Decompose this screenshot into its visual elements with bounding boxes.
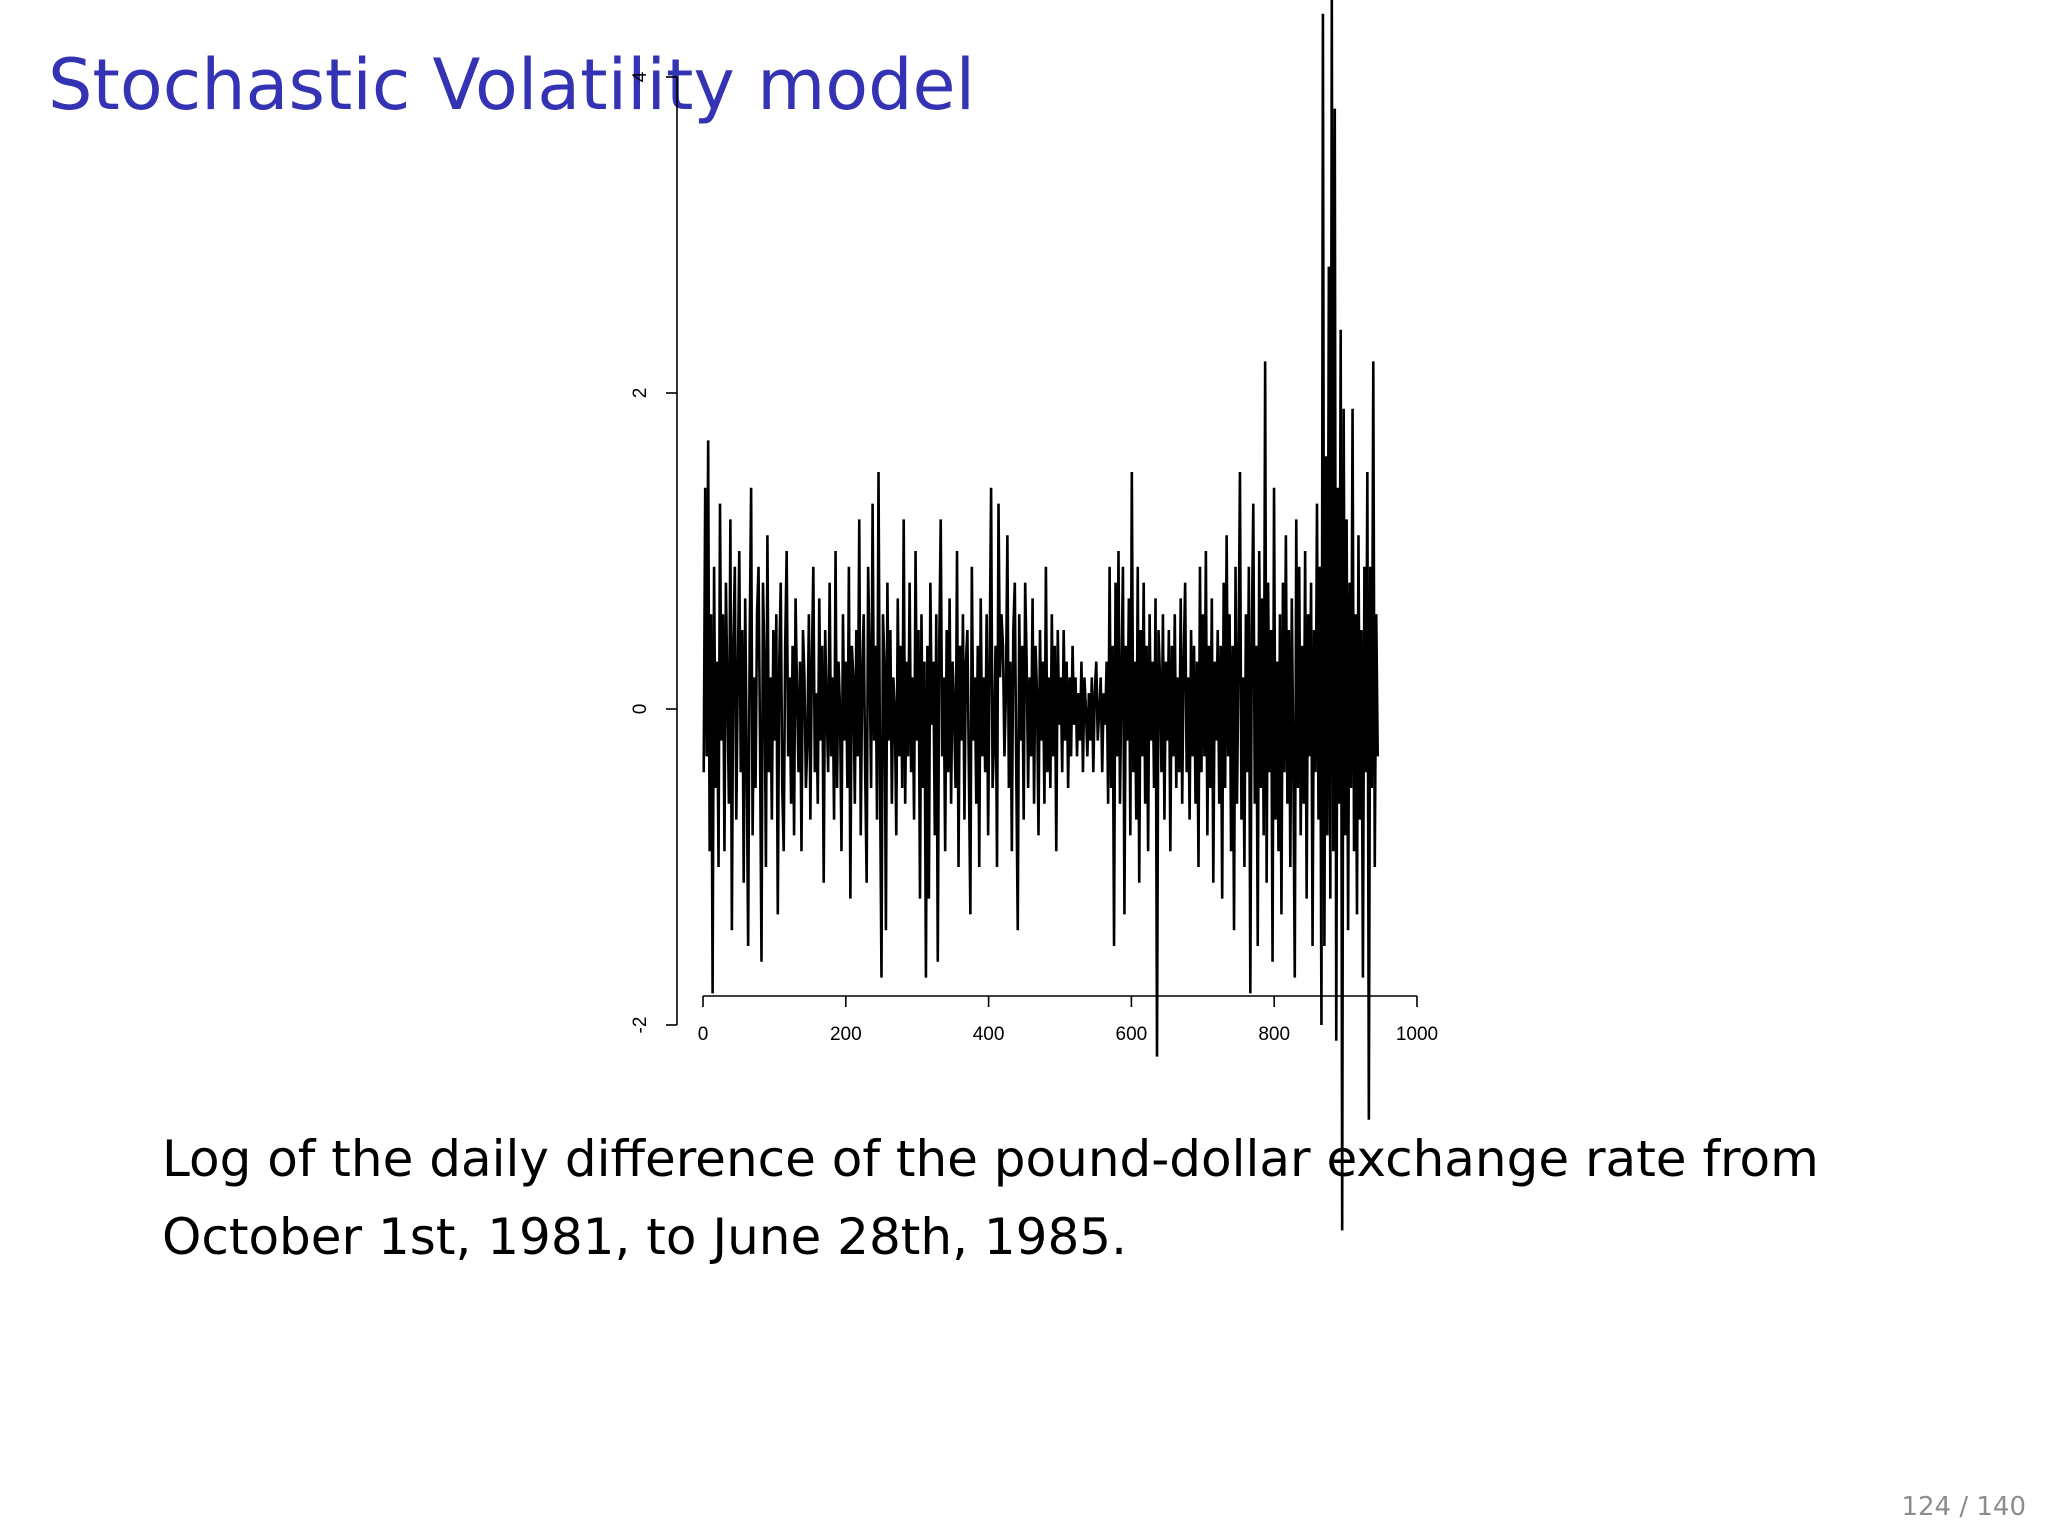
slide-title: Stochastic Volatility model (48, 44, 976, 126)
x-tick-label: 0 (698, 1024, 709, 1045)
plot-series (702, 0, 1380, 1231)
x-tick-label: 200 (830, 1024, 862, 1045)
x-tick-label: 800 (1258, 1024, 1290, 1045)
slide-caption: Log of the daily difference of the pound… (162, 1130, 1819, 1266)
y-tick-label: 0 (630, 704, 651, 715)
x-tick-label: 600 (1116, 1024, 1148, 1045)
series-line-0 (702, 0, 1380, 1231)
y-tick-label: -2 (630, 1017, 651, 1034)
x-tick-label: 400 (973, 1024, 1005, 1045)
y-axis: -2 0 2 4 (630, 71, 678, 1034)
x-axis: 0 200 400 600 800 1000 (698, 995, 1438, 1045)
x-tick-label: 1000 (1396, 1024, 1438, 1045)
page-number: 124 / 140 (1901, 1492, 2026, 1522)
y-tick-label: 2 (630, 388, 651, 399)
y-tick-label: 4 (630, 71, 651, 82)
